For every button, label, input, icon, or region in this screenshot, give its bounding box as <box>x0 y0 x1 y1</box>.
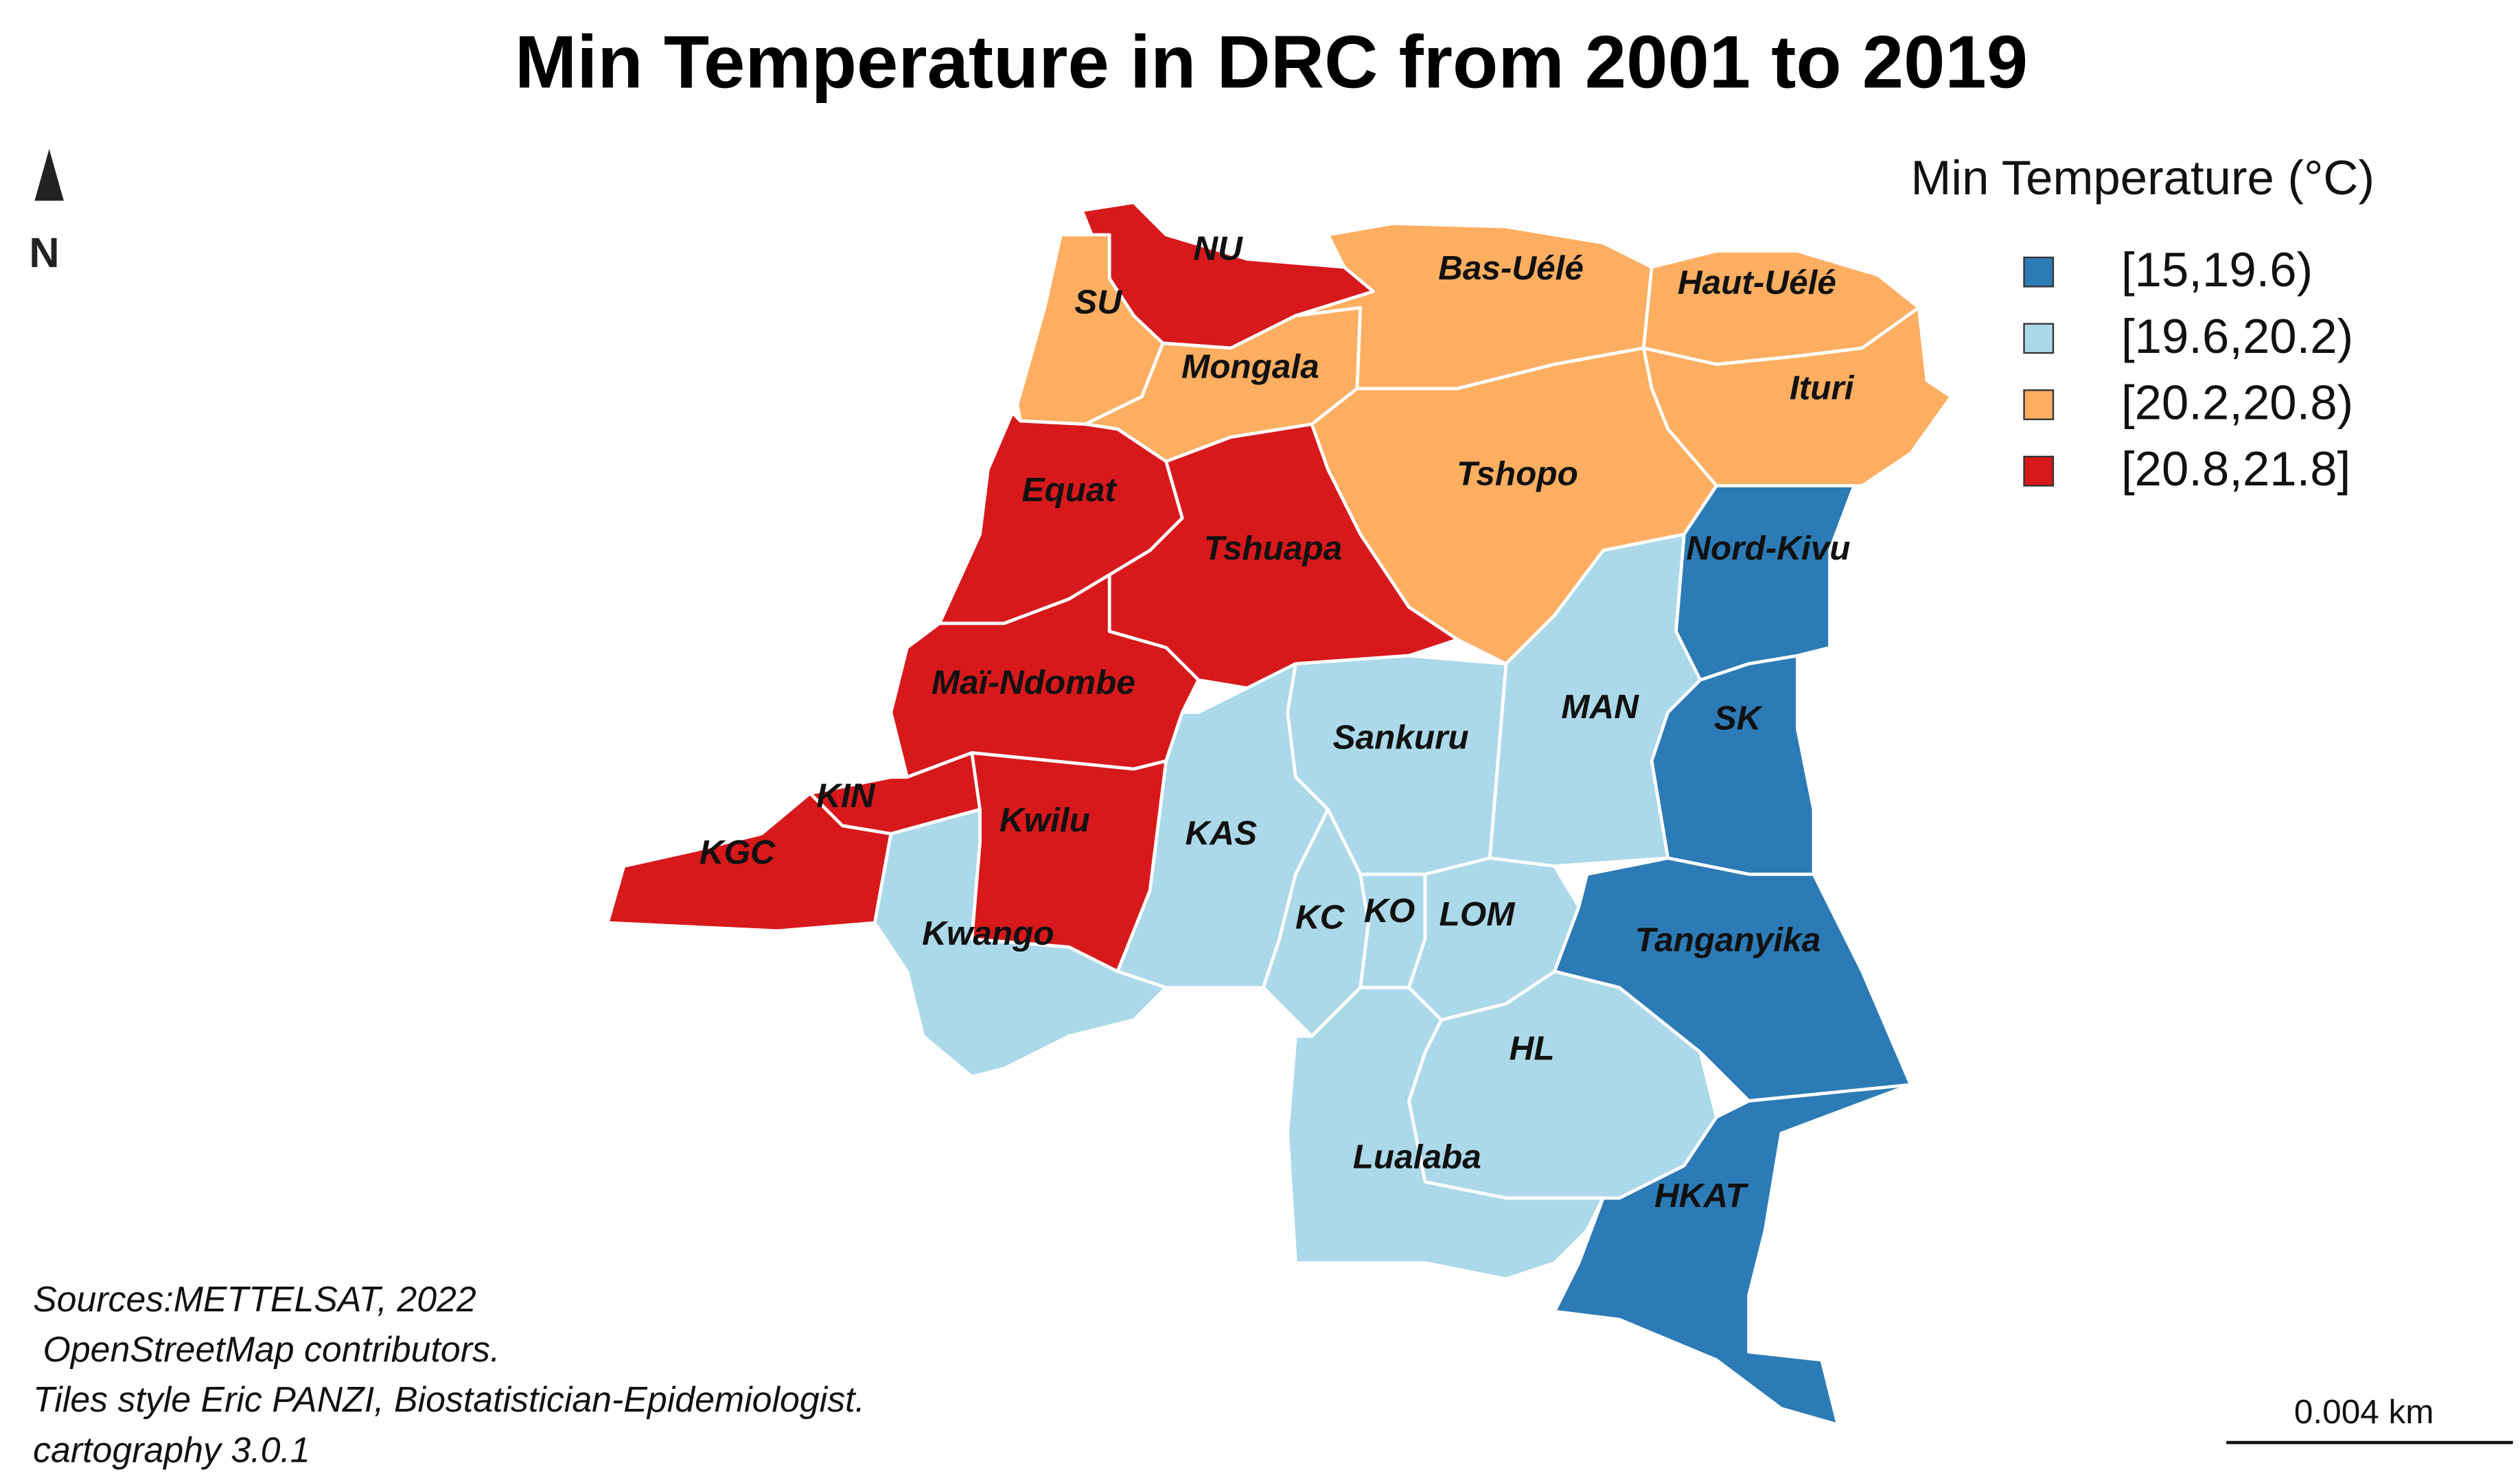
region-label: Kwango <box>922 915 1054 952</box>
region-label: SK <box>1714 699 1764 737</box>
regions <box>605 200 1953 1427</box>
region-label: SU <box>1074 283 1122 321</box>
legend-label: [20.8,21.8] <box>2121 441 2350 496</box>
legend-label: [20.2,20.8) <box>2121 376 2353 430</box>
region <box>1650 654 1816 876</box>
region-label: KC <box>1295 898 1345 936</box>
sources: Sources:METTELSAT, 2022 OpenStreetMap co… <box>33 1279 865 1469</box>
region-labels: NU SU Mongala Bas-Uélé Haut-Uélé Ituri Tshopo E… <box>700 230 1855 1215</box>
region-label: KO <box>1364 892 1415 930</box>
region-label: LOM <box>1439 895 1516 933</box>
source-line: cartography 3.0.1 <box>33 1429 310 1469</box>
north-arrow <box>34 148 64 201</box>
region <box>1286 986 1605 1281</box>
region-label: KAS <box>1186 814 1258 852</box>
region-label: Nord-Kivu <box>1686 529 1850 567</box>
legend-swatch <box>2023 389 2055 420</box>
region-label: Ituri <box>1790 369 1855 406</box>
region-label: Tshuapa <box>1204 529 1343 567</box>
region-label: Maï-Ndombe <box>932 664 1135 702</box>
region-label: HKAT <box>1654 1177 1749 1215</box>
legend-title: Min Temperature (°C) <box>1910 150 2374 205</box>
region-label: Tanganyika <box>1635 921 1821 958</box>
source-line: Sources:METTELSAT, 2022 <box>33 1279 476 1319</box>
map-title: Min Temperature in DRC from 2001 to 2019 <box>515 21 2028 104</box>
region-label: KIN <box>816 777 876 815</box>
region-label: Lualaba <box>1353 1138 1481 1175</box>
north-label: N <box>29 229 59 276</box>
source-line: OpenStreetMap contributors. <box>33 1329 500 1369</box>
source-line: Tiles style Eric PANZI, Biostatistician-… <box>33 1379 865 1419</box>
region-label: Kwilu <box>999 801 1090 839</box>
region-label: Haut-Uélé <box>1678 264 1836 301</box>
legend: [15,19.6) [19.6,20.2) [20.2,20.8) [20.8,21.… <box>2023 242 2353 496</box>
legend-label: [19.6,20.2) <box>2121 309 2353 363</box>
region-label: Bas-Uélé <box>1438 249 1584 287</box>
region-label: KGC <box>700 834 776 871</box>
region-label: HL <box>1510 1029 1555 1067</box>
region-label: MAN <box>1561 688 1639 726</box>
region-label: Equat <box>1021 471 1118 509</box>
region-label: Mongala <box>1181 348 1319 386</box>
region-label: Sankuru <box>1333 719 1469 757</box>
region <box>1674 484 1856 682</box>
legend-swatch <box>2023 323 2055 354</box>
region <box>605 792 893 933</box>
region-label: Tshopo <box>1457 455 1578 492</box>
region <box>872 807 1168 1079</box>
legend-swatch <box>2023 256 2055 288</box>
region <box>1553 1083 1912 1427</box>
region-label: NU <box>1193 230 1243 268</box>
legend-label: [15,19.6) <box>2121 242 2313 297</box>
scale-label: 0.004 km <box>2294 1393 2434 1431</box>
legend-swatch <box>2023 455 2055 487</box>
